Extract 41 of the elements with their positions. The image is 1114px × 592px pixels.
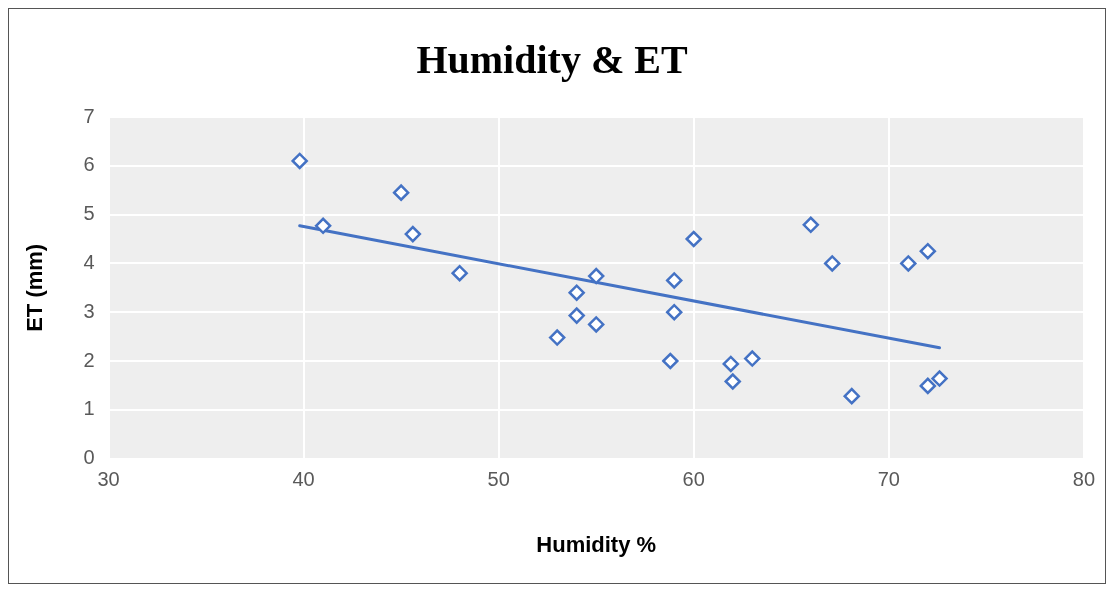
point (662, 352, 679, 370)
y-tick-label: 7 (83, 104, 95, 127)
x-tick-label: 40 (292, 468, 315, 491)
point (665, 303, 683, 321)
point (900, 255, 917, 272)
point (568, 284, 585, 301)
point (568, 307, 585, 324)
chart-title: Humidity & ET (416, 37, 688, 83)
point (919, 377, 937, 395)
point (392, 184, 410, 201)
point (314, 217, 332, 235)
y-tick-label: 1 (83, 397, 95, 420)
point (587, 267, 605, 285)
y-tick-label: 2 (83, 348, 95, 371)
point (685, 230, 702, 248)
x-axis-title: Humidity % (536, 531, 657, 557)
y-tick-label: 3 (83, 299, 95, 322)
point (404, 225, 422, 243)
point (724, 373, 741, 390)
x-tick-label: 30 (97, 468, 120, 491)
y-tick-label: 0 (83, 446, 95, 469)
point (931, 370, 948, 387)
point (802, 216, 820, 234)
y-axis-title: ET (mm) (22, 243, 48, 332)
point (548, 329, 566, 346)
point (587, 316, 605, 333)
x-tick-label: 70 (877, 468, 900, 491)
point (451, 264, 468, 282)
y-tick-label: 4 (83, 250, 95, 273)
x-tick-label: 50 (487, 468, 510, 491)
point (722, 355, 740, 373)
point (665, 272, 683, 289)
point (843, 387, 860, 405)
x-tick-label: 80 (1072, 468, 1095, 491)
point (919, 242, 937, 260)
point (291, 152, 308, 170)
x-tick-label: 60 (682, 468, 705, 491)
point (744, 350, 761, 367)
point (823, 255, 841, 272)
y-tick-label: 5 (83, 202, 95, 225)
y-tick-label: 6 (83, 153, 95, 176)
